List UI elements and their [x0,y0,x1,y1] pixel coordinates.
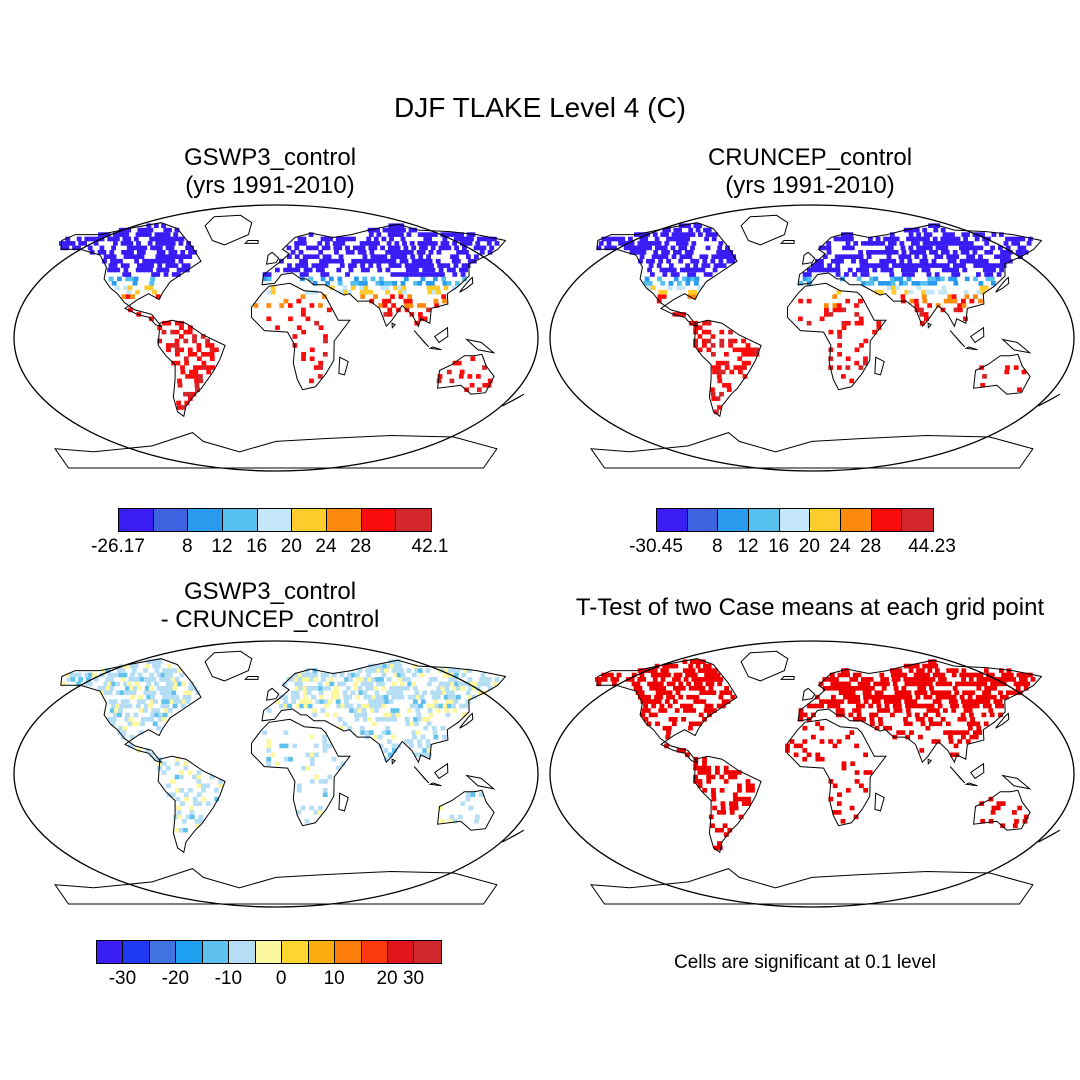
colorbar-swatch [153,509,189,531]
colorbar-swatch [257,509,293,531]
colorbar-swatch [414,941,441,963]
coastlines [54,650,525,905]
colorbar-tick-label: 12 [737,536,759,557]
panel-title-ttest: T-Test of two Case means at each grid po… [540,594,1080,622]
colorbar-tick-label: 8 [712,536,723,557]
colorbar-tick-label: 28 [350,536,372,557]
colorbar-swatch [123,941,150,963]
colorbar-swatch [255,941,283,963]
lake-cells [60,659,500,833]
colorbar-swatch [308,941,336,963]
colorbar-tick-label: 20 [798,536,820,557]
map-border [13,204,539,472]
lake-cells [595,659,1036,851]
colorbar-swatch [202,941,230,963]
colorbar-swatch [657,509,688,531]
coastlines [54,214,525,469]
colorbar-tick-label: -26.17 [91,536,145,557]
colorbar-swatch [335,941,362,963]
panel-title-cruncep: CRUNCEP_control (yrs 1991-2010) [620,144,1000,200]
colorbar-swatch [810,509,841,531]
colorbar-tick-label: 24 [315,536,337,557]
colorbar-swatch [779,509,811,531]
colorbar-tick-label: 20 [376,968,398,989]
colorbar-tick-label: 30 [402,968,425,989]
colorbar-swatch [222,509,258,531]
colorbar-swatch [718,509,749,531]
colorbar-swatch [387,941,415,963]
colorbar-tick-label: 44.23 [908,536,956,557]
colorbar-swatch [292,509,327,531]
map-ttest [549,640,1075,908]
map-border [549,204,1075,472]
colorbar-cruncep [656,508,934,532]
lake-cells [59,223,500,410]
colorbar-difference [96,940,442,964]
colorbar-swatch [396,509,431,531]
colorbar-tick-label: 16 [768,536,790,557]
colorbar-tick-label: 12 [211,536,233,557]
colorbar-tick-label: -20 [161,968,190,989]
map-border [549,640,1075,908]
colorbar-swatch [748,509,780,531]
panel-title-line: - CRUNCEP_control [160,606,380,633]
colorbar-tick-label: 16 [246,536,268,557]
figure-title: DJF TLAKE Level 4 (C) [393,92,687,123]
panel-title-line: CRUNCEP_control [707,144,913,171]
coastlines [590,650,1061,905]
panel-title-gswp3: GSWP3_control (yrs 1991-2010) [80,144,460,200]
colorbar-tick-label: 28 [860,536,882,557]
colorbar-swatch [229,941,256,963]
colorbar-tick-label: 10 [323,968,345,989]
map-cruncep [549,204,1075,472]
map-difference [13,640,539,908]
colorbar-swatch [902,509,933,531]
colorbar-swatch [687,509,719,531]
colorbar-swatch [119,509,154,531]
colorbar-gswp3 [118,508,432,532]
colorbar-swatch [149,941,177,963]
map-border [13,640,539,908]
colorbar-tick-label: 20 [280,536,302,557]
colorbar-swatch [840,509,872,531]
colorbar-tick-label: 42.1 [411,536,449,557]
colorbar-swatch [97,941,124,963]
colorbar-tick-label: 0 [275,968,287,989]
panel-title-line: T-Test of two Case means at each grid po… [575,594,1045,621]
colorbar-swatch [282,941,309,963]
panel-title-difference: GSWP3_control - CRUNCEP_control [80,578,460,634]
colorbar-ticks-cruncep: -30.45 8 12 16 20 24 28 44.23 [629,536,956,558]
colorbar-swatch [326,509,362,531]
colorbar-swatch [188,509,223,531]
panel-title-line: (yrs 1991-2010) [185,172,355,199]
colorbar-swatch [361,941,388,963]
significance-note: Cells are significant at 0.1 level [674,952,936,973]
colorbar-tick-label: 8 [182,536,193,557]
colorbar-swatch [871,509,903,531]
colorbar-ticks-gswp3: -26.17 8 12 16 20 24 28 42.1 [91,536,448,558]
colorbar-tick-label: -30 [108,968,137,989]
map-gswp3 [13,204,539,472]
colorbar-tick-label: -10 [214,968,243,989]
coastlines [590,214,1061,469]
colorbar-swatch [176,941,203,963]
colorbar-tick-label: -30.45 [629,536,683,557]
colorbar-tick-label: 24 [829,536,851,557]
panel-title-line: (yrs 1991-2010) [725,172,895,199]
panel-title-line: GSWP3_control [183,144,357,171]
panel-title-line: GSWP3_control [183,578,357,605]
colorbar-swatch [361,509,397,531]
colorbar-ticks-difference: -30 -20 -10 0 10 20 30 [96,968,440,990]
lake-cells [596,223,1033,415]
